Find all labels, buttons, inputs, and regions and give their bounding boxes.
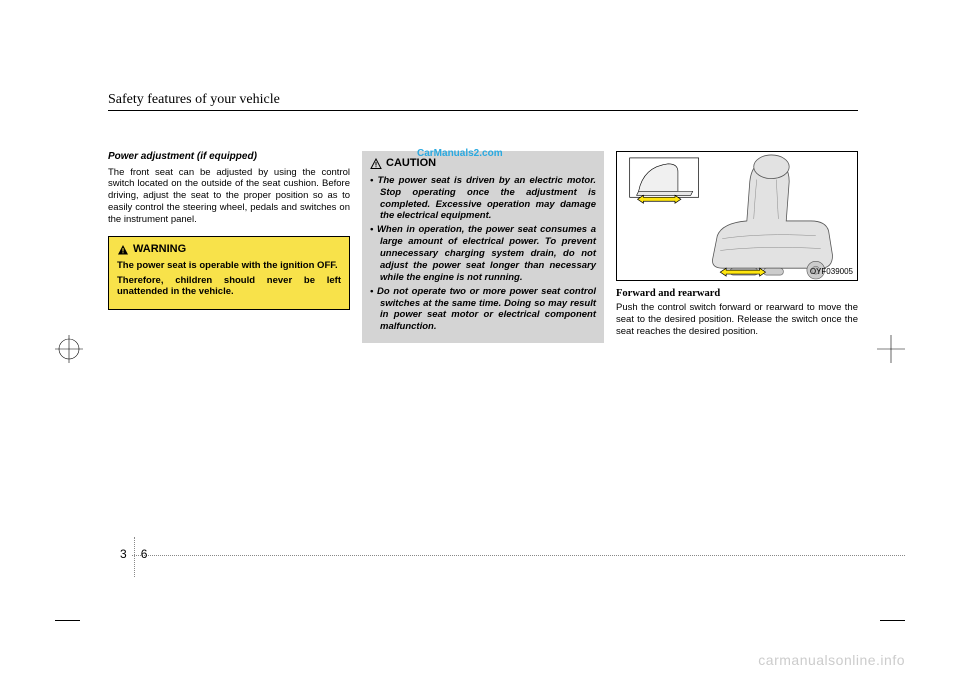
crop-line-bottom-right — [880, 620, 905, 621]
warning-box: WARNING The power seat is operable with … — [108, 236, 350, 310]
crop-mark-left — [55, 335, 83, 363]
caution-bullet-3: Do not operate two or more power seat co… — [370, 286, 596, 334]
page-header-title: Safety features of your vehicle — [108, 92, 280, 107]
power-adjustment-body: The front seat can be adjusted by using … — [108, 167, 350, 226]
seat-illustration — [617, 152, 857, 280]
crop-line-bottom-left — [55, 620, 80, 621]
power-adjustment-heading: Power adjustment (if equipped) — [108, 151, 350, 164]
caution-icon — [370, 158, 382, 170]
warning-text-2: Therefore, children should never be left… — [117, 275, 341, 299]
chapter-number: 3 — [120, 547, 127, 561]
column-2: CarManuals2.com CAUTION The power seat i… — [362, 151, 604, 343]
page-number: 6 — [141, 547, 148, 561]
warning-text-1: The power seat is operable with the igni… — [117, 260, 341, 272]
warning-label: WARNING — [133, 243, 186, 257]
seat-figure: OYF039005 — [616, 151, 858, 281]
caution-box: CarManuals2.com CAUTION The power seat i… — [362, 151, 604, 343]
page-numbers: 3 6 — [120, 547, 147, 561]
caution-bullet-1: The power seat is driven by an electric … — [370, 175, 596, 223]
column-1: Power adjustment (if equipped) The front… — [108, 151, 350, 343]
footer-dotted-line — [132, 555, 905, 556]
footer-watermark: carmanualsonline.info — [758, 652, 905, 668]
forward-rearward-heading: Forward and rearward — [616, 287, 858, 300]
forward-rearward-body: Push the control switch forward or rearw… — [616, 302, 858, 338]
column-3: OYF039005 Forward and rearward Push the … — [616, 151, 858, 343]
caution-bullet-2: When in operation, the power seat consum… — [370, 224, 596, 283]
warning-icon — [117, 244, 129, 256]
crop-mark-right — [877, 335, 905, 363]
figure-code: OYF039005 — [810, 267, 853, 277]
watermark-link: CarManuals2.com — [417, 148, 503, 161]
